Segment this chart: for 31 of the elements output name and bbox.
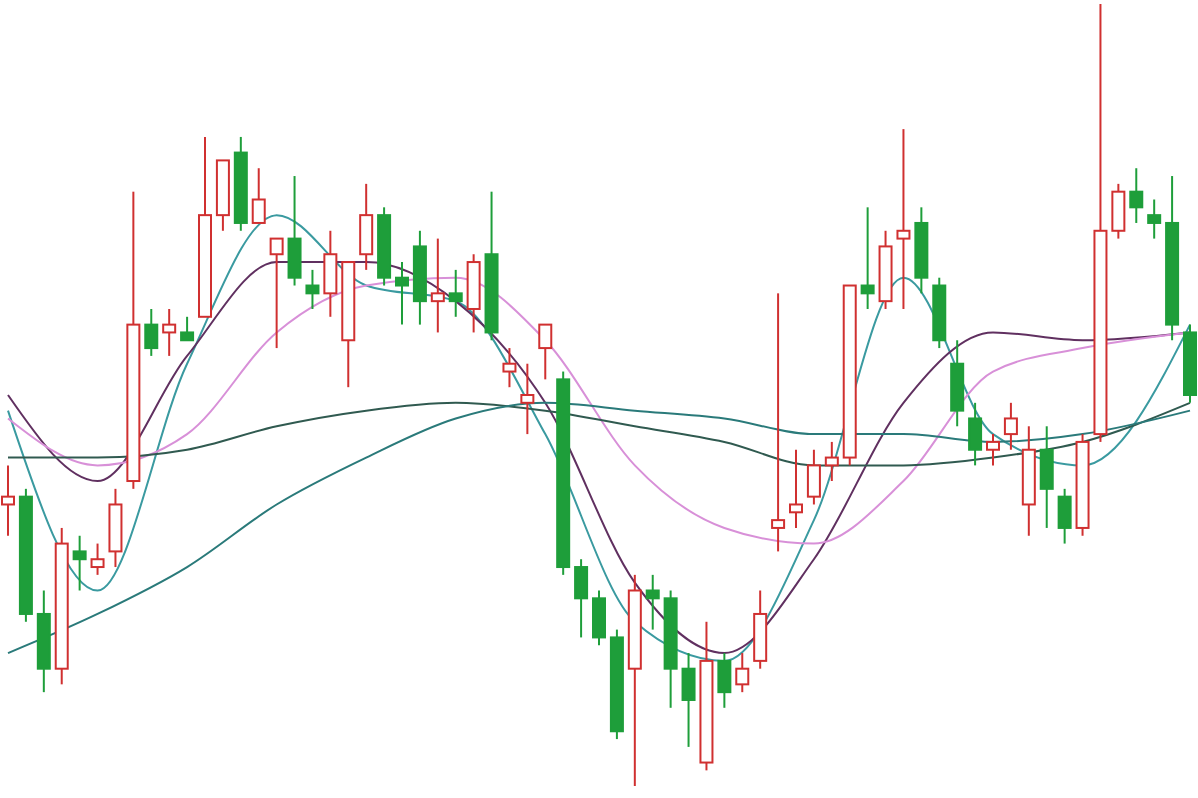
candlestick	[1129, 167, 1144, 224]
candlestick	[520, 362, 535, 436]
candlestick	[860, 206, 875, 310]
candlestick	[1021, 425, 1036, 537]
candlestick	[395, 261, 409, 326]
candlestick	[359, 182, 374, 271]
candlestick	[305, 268, 320, 310]
candlestick	[1003, 401, 1018, 451]
candlestick	[448, 268, 463, 318]
candlestick	[789, 448, 803, 529]
candlestick	[627, 573, 642, 787]
candlestick	[36, 589, 51, 694]
candlestick	[430, 237, 445, 334]
candlestick	[681, 652, 696, 748]
candlestick	[72, 534, 87, 592]
candlestick	[1039, 425, 1054, 529]
candlestick	[54, 526, 69, 686]
candlestick	[108, 487, 123, 569]
candlestick	[824, 440, 839, 483]
candlestick	[645, 573, 660, 631]
candlestick	[950, 339, 965, 428]
candlestick	[162, 307, 177, 357]
candlestick	[914, 206, 929, 295]
candlestick	[412, 229, 427, 326]
candlestick	[1165, 175, 1180, 342]
candlestick	[968, 401, 983, 467]
candlestick	[1147, 198, 1162, 240]
candlestick	[771, 292, 786, 553]
candlestick	[502, 347, 517, 389]
candlestick	[323, 229, 338, 318]
candlestick	[896, 128, 911, 310]
